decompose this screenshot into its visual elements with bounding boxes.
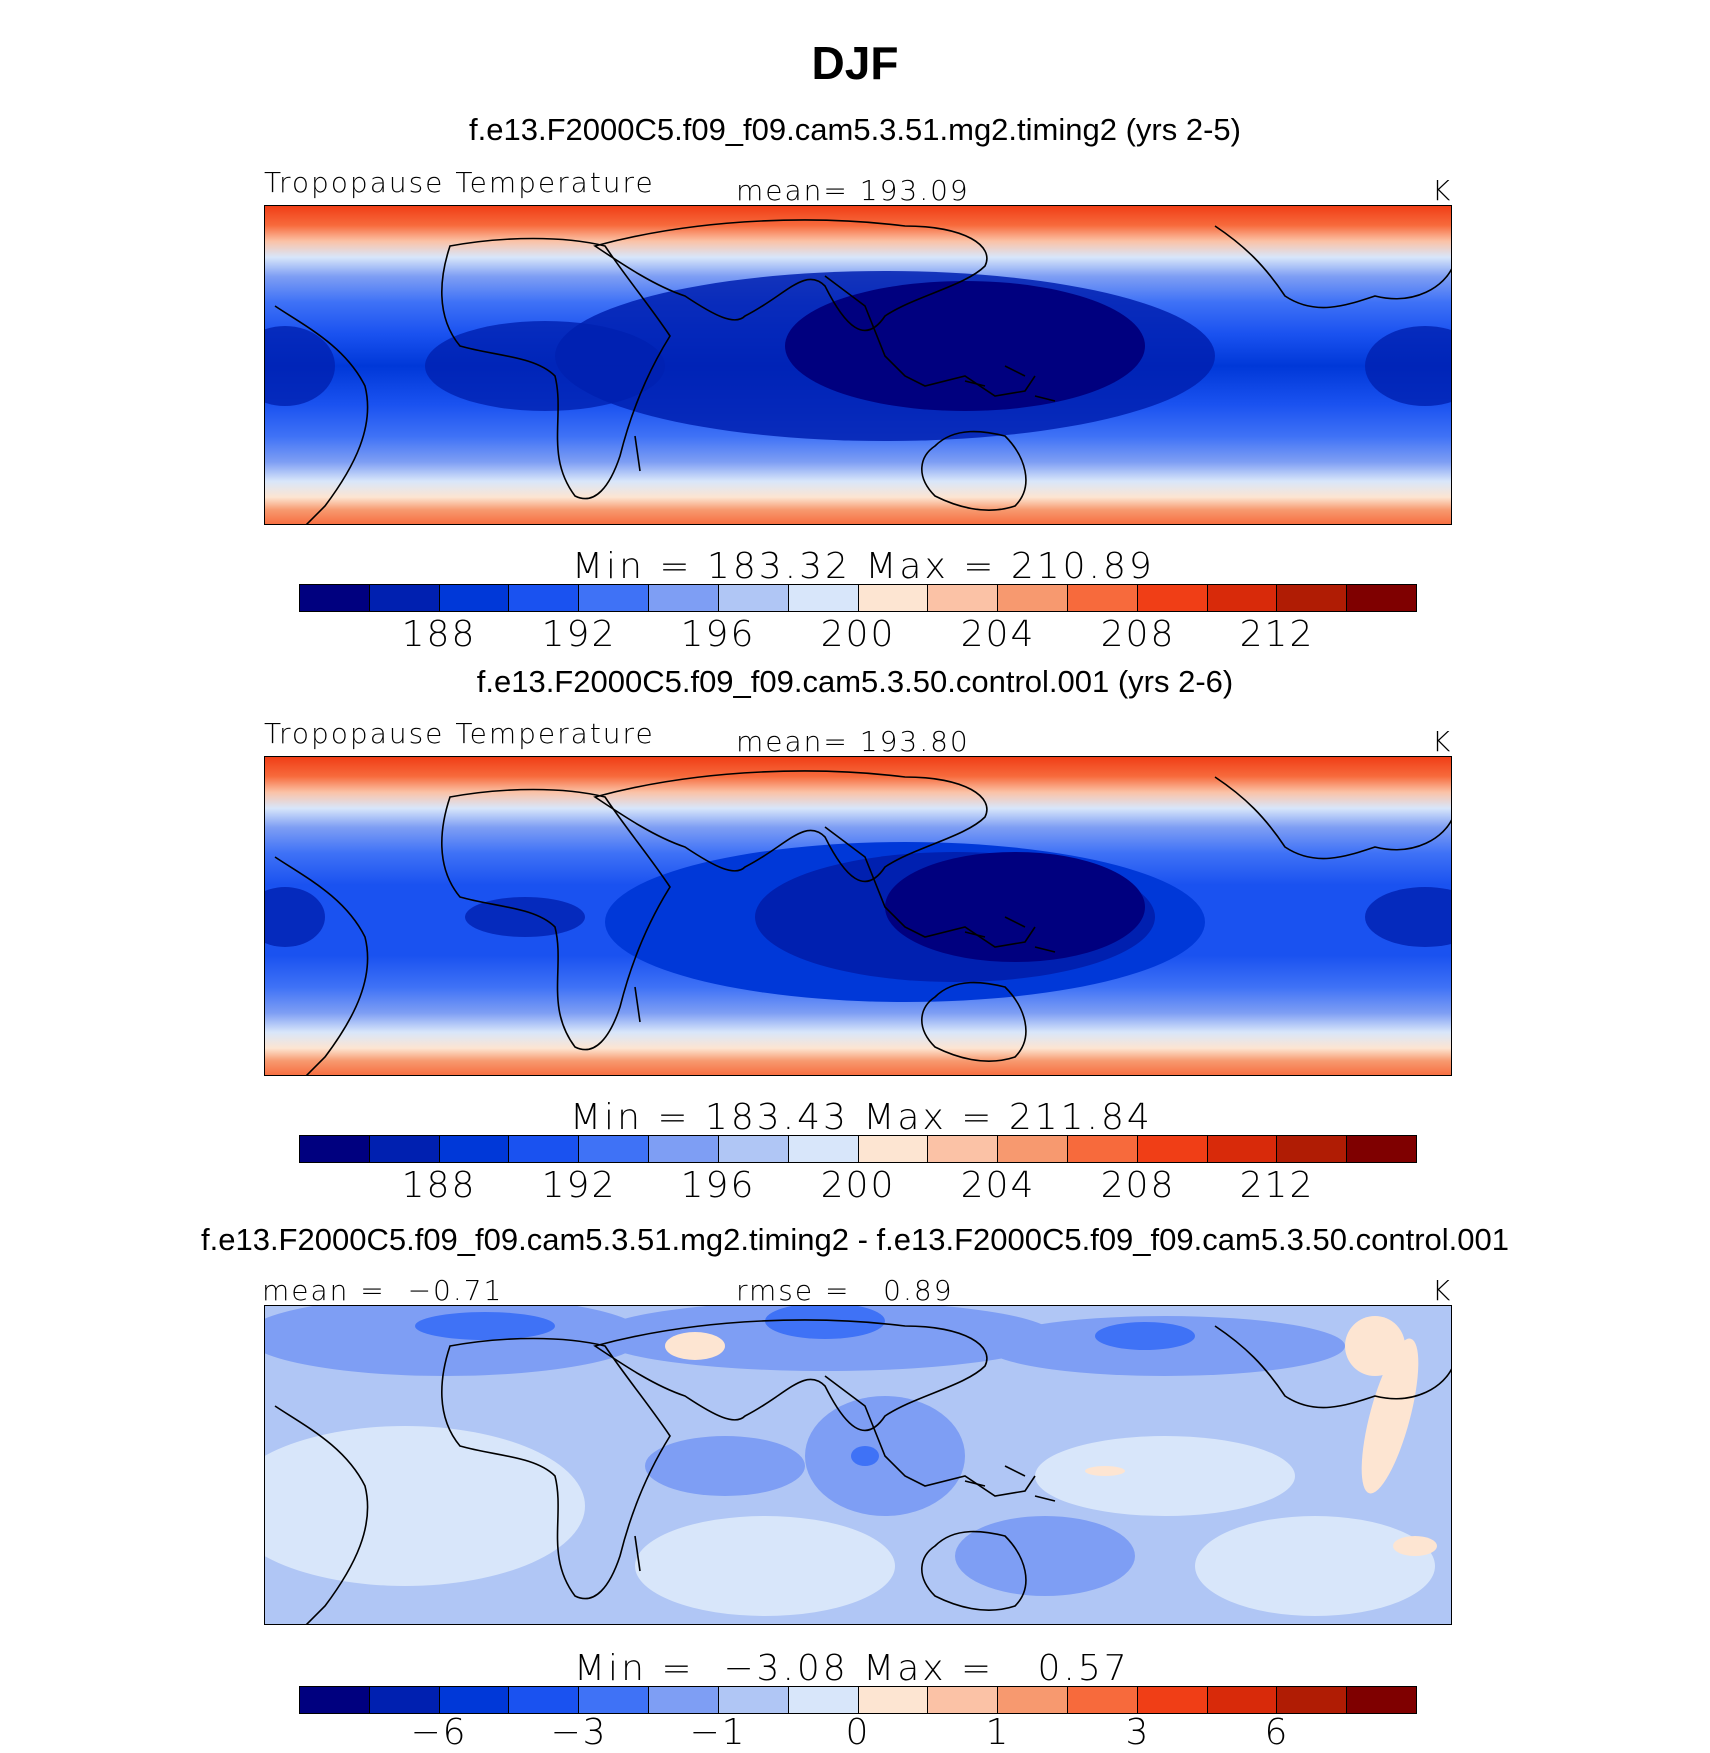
- colorbar-box: [718, 585, 789, 611]
- colorbar-box: [1207, 1687, 1278, 1713]
- panel2-tick: 192: [541, 1165, 617, 1206]
- panel1-tick: 188: [401, 614, 477, 655]
- colorbar-box: [788, 1687, 859, 1713]
- panel3-tick: 6: [1264, 1712, 1290, 1753]
- colorbar-box: [649, 1136, 719, 1162]
- panel3-colorbar: [299, 1686, 1417, 1714]
- panel1-units-label: K: [1432, 174, 1453, 207]
- colorbar-box: [858, 585, 929, 611]
- panel1-colorbar: [299, 584, 1417, 612]
- panel2-tick: 200: [820, 1165, 896, 1206]
- colorbar-box: [858, 1136, 929, 1162]
- colorbar-box: [579, 1687, 650, 1713]
- colorbar-box: [858, 1687, 929, 1713]
- panel2-case-title: f.e13.F2000C5.f09_f09.cam5.3.50.control.…: [476, 664, 1234, 699]
- colorbar-box: [1207, 1136, 1278, 1162]
- colorbar-box: [509, 1136, 580, 1162]
- colorbar-box: [928, 1136, 999, 1162]
- colorbar-box: [579, 585, 650, 611]
- colorbar-box: [369, 1136, 440, 1162]
- colorbar-box: [1067, 1687, 1138, 1713]
- panel1-tick: 192: [541, 614, 617, 655]
- colorbar-box: [1277, 1136, 1348, 1162]
- colorbar-box: [718, 1136, 789, 1162]
- panel2-tick: 188: [401, 1165, 477, 1206]
- panel3-units-label: K: [1432, 1274, 1453, 1307]
- colorbar-box: [369, 585, 440, 611]
- panel1-tick: 200: [820, 614, 896, 655]
- colorbar-box: [509, 1687, 580, 1713]
- panel1-tick: 212: [1239, 614, 1315, 655]
- colorbar-box: [300, 585, 370, 611]
- colorbar-box: [509, 585, 580, 611]
- panel2-variable-label: Tropopause Temperature: [264, 717, 655, 750]
- panel3-minmax: Min = −3.08 Max = 0.57: [574, 1648, 1130, 1689]
- panel1-tick: 204: [960, 614, 1036, 655]
- panel2-tick: 208: [1100, 1165, 1176, 1206]
- colorbar-box: [928, 1687, 999, 1713]
- panel2-map: [264, 756, 1452, 1076]
- colorbar-box: [788, 585, 859, 611]
- colorbar-box: [1137, 1687, 1208, 1713]
- panel2-mean-label: mean= 193.80: [736, 725, 970, 758]
- panel1-minmax: Min = 183.32 Max = 210.89: [572, 546, 1155, 587]
- colorbar-box: [439, 1687, 510, 1713]
- colorbar-box: [928, 585, 999, 611]
- colorbar-box: [1137, 585, 1208, 611]
- colorbar-box: [1347, 1136, 1416, 1162]
- colorbar-box: [1347, 585, 1416, 611]
- panel1-mean-label: mean= 193.09: [736, 174, 970, 207]
- colorbar-box: [649, 585, 719, 611]
- colorbar-box: [1067, 585, 1138, 611]
- panel3-tick: 3: [1125, 1712, 1151, 1753]
- colorbar-box: [998, 1687, 1068, 1713]
- panel3-tick: 1: [985, 1712, 1011, 1753]
- panel3-case-title: f.e13.F2000C5.f09_f09.cam5.3.51.mg2.timi…: [201, 1222, 1509, 1257]
- panel3-tick: −3: [550, 1712, 608, 1753]
- panel2-tick: 212: [1239, 1165, 1315, 1206]
- colorbar-box: [439, 1136, 510, 1162]
- panel1-map: [264, 205, 1452, 525]
- colorbar-box: [1207, 585, 1278, 611]
- colorbar-box: [369, 1687, 440, 1713]
- panel1-tick: 196: [680, 614, 756, 655]
- panel2-minmax: Min = 183.43 Max = 211.84: [570, 1097, 1153, 1138]
- colorbar-box: [439, 585, 510, 611]
- colorbar-box: [300, 1687, 370, 1713]
- colorbar-box: [1277, 585, 1348, 611]
- colorbar-box: [1137, 1136, 1208, 1162]
- panel3-mean-label: mean = −0.71: [262, 1274, 504, 1307]
- panel3-tick: −1: [689, 1712, 747, 1753]
- figure-title: DJF: [811, 37, 899, 89]
- panel3-tick: −6: [410, 1712, 468, 1753]
- panel2-tick: 204: [960, 1165, 1036, 1206]
- colorbar-box: [998, 585, 1068, 611]
- colorbar-box: [998, 1136, 1068, 1162]
- panel2-tick: 196: [680, 1165, 756, 1206]
- colorbar-box: [788, 1136, 859, 1162]
- colorbar-box: [1347, 1687, 1416, 1713]
- colorbar-box: [718, 1687, 789, 1713]
- panel1-case-title: f.e13.F2000C5.f09_f09.cam5.3.51.mg2.timi…: [469, 112, 1241, 147]
- colorbar-box: [649, 1687, 719, 1713]
- colorbar-box: [579, 1136, 650, 1162]
- colorbar-box: [300, 1136, 370, 1162]
- panel3-tick: 0: [845, 1712, 871, 1753]
- colorbar-box: [1277, 1687, 1348, 1713]
- colorbar-box: [1067, 1136, 1138, 1162]
- panel2-colorbar: [299, 1135, 1417, 1163]
- panel1-variable-label: Tropopause Temperature: [264, 166, 655, 199]
- panel1-tick: 208: [1100, 614, 1176, 655]
- panel2-units-label: K: [1432, 725, 1453, 758]
- panel3-map: [264, 1305, 1452, 1625]
- panel3-rmse-label: rmse = 0.89: [736, 1274, 954, 1307]
